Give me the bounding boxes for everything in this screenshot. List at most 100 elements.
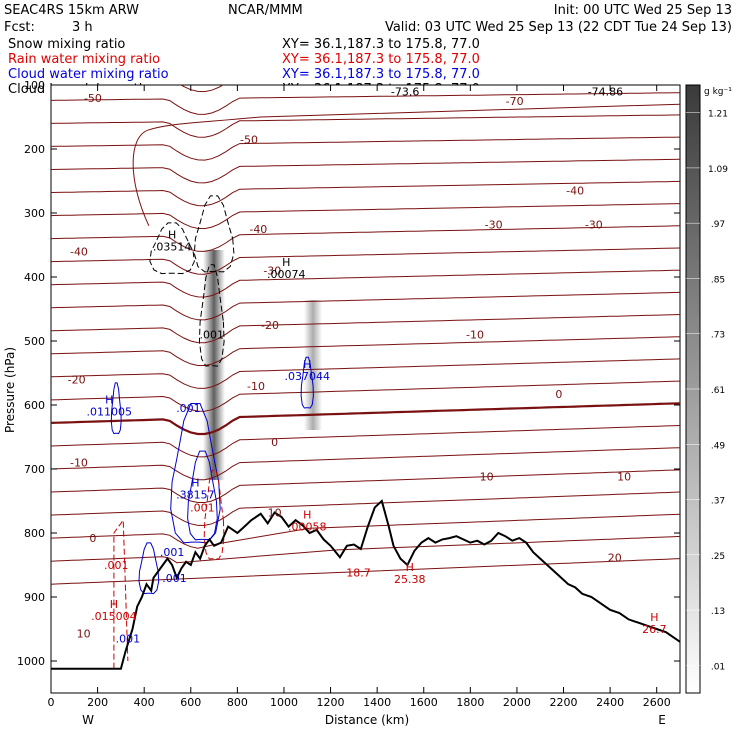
extremum-value: 26.7 <box>642 623 667 636</box>
extremum-marker: H <box>168 228 176 241</box>
isotherm-label: -10 <box>70 457 88 470</box>
colorbar-level-label: .01 <box>711 662 725 672</box>
rain-water-contour <box>113 518 129 669</box>
extremum-value: -73.6 <box>391 85 419 98</box>
isotherm-label: 10 <box>268 507 282 520</box>
isotherm-label: 0 <box>555 388 562 401</box>
colorbar-level-label: .61 <box>711 386 725 396</box>
x-tick-label: 200 <box>87 696 108 709</box>
contour-value-label: .001 <box>104 559 129 572</box>
extremum-value: .011005 <box>86 405 132 418</box>
extremum-marker: H <box>191 477 199 490</box>
ice-shading-main <box>203 250 225 480</box>
valid-time: Valid: 03 UTC Wed 25 Sep 13 (22 CDT Tue … <box>385 20 732 35</box>
x-tick-label: 1600 <box>410 696 438 709</box>
isotherm-contour <box>51 380 680 412</box>
isotherm-contour <box>51 469 680 503</box>
isotherm-contour <box>51 136 680 161</box>
fcst-label: Fcst: <box>4 20 35 35</box>
extremum-marker: H <box>303 358 311 371</box>
extremum-marker: H <box>303 509 311 522</box>
isotherm-contour <box>51 203 680 230</box>
isotherm-label: -70 <box>506 95 524 108</box>
colorbar-level-label: .37 <box>711 497 725 507</box>
contour-labels: -70 -50 -50 -40 -40 -40 -30 -30 -30 -20 -20 -10 -10 -… <box>68 85 667 645</box>
y-tick-label: 700 <box>24 463 45 476</box>
isotherm-contour <box>51 247 680 275</box>
isotherm-label: -40 <box>566 185 584 198</box>
isotherm-contour <box>51 158 680 184</box>
ice-shading-secondary <box>304 300 322 430</box>
isotherm-label: 10 <box>77 627 91 640</box>
isotherm-contour <box>51 513 680 549</box>
isotherm-contour <box>51 358 680 389</box>
west-label: W <box>82 713 94 727</box>
colorbar: .01 .13 .25 .37 .49 .61 .73 .85 .97 1.09 1.21 g kg… <box>685 84 732 694</box>
y-tick-label: 900 <box>24 591 45 604</box>
isotherm-label: -20 <box>68 373 86 386</box>
isotherm-label: 10 <box>480 471 494 484</box>
isotherm-contour <box>51 558 680 585</box>
isotherm-contour <box>51 114 680 138</box>
y-tick-label: 1000 <box>17 655 45 668</box>
isotherm-contour <box>132 103 680 227</box>
extremum-value: 25.38 <box>394 573 426 586</box>
extremum-marker: H <box>105 393 113 406</box>
field-xy-rain: XY= 36.1,187.3 to 175.8, 77.0 <box>282 52 480 67</box>
extremum-value: .037044 <box>285 370 331 383</box>
isotherm-contour <box>51 225 680 252</box>
colorbar-level-label: .25 <box>711 552 725 562</box>
isotherm-label: -40 <box>249 223 267 236</box>
isotherm-contour <box>51 447 680 481</box>
isotherm-contour <box>51 291 680 321</box>
field-xy-cloud-water: XY= 36.1,187.3 to 175.8, 77.0 <box>282 67 480 82</box>
isotherm-label: 10 <box>617 471 631 484</box>
y-tick-label: 800 <box>24 527 45 540</box>
isotherm-label: -30 <box>585 219 603 232</box>
x-tick-label: 2400 <box>596 696 624 709</box>
contour-value-label: .001 <box>162 572 187 585</box>
y-axis-label: Pressure (hPa) <box>3 347 17 433</box>
x-tick-label: 400 <box>134 696 155 709</box>
colorbar-level-label: .85 <box>711 275 725 285</box>
isotherm-contour <box>51 92 680 115</box>
extremum-marker: H <box>650 611 658 624</box>
extremum-marker: H <box>406 561 414 574</box>
ice-contour <box>149 222 195 275</box>
contour-value-label: .001 <box>190 501 215 514</box>
fcst-value: 3 h <box>72 20 93 35</box>
y-tick-label: 400 <box>24 271 45 284</box>
x-tick-label: 2200 <box>550 696 578 709</box>
contour-value-label: .001 <box>116 633 141 646</box>
field-xy-snow: XY= 36.1,187.3 to 175.8, 77.0 <box>282 37 480 52</box>
extremum-marker: H <box>282 256 290 269</box>
extremum-value: .03514 <box>153 240 192 253</box>
contour-value-label: .001 <box>176 402 201 415</box>
colorbar-level-label: .97 <box>711 220 725 230</box>
x-axis-label: Distance (km) <box>325 713 409 727</box>
isotherm-contour <box>51 535 680 564</box>
cloud-water-contour <box>300 356 314 409</box>
extremum-marker: H <box>110 598 118 611</box>
colorbar-labels: .01 .13 .25 .37 .49 .61 .73 .85 .97 1.09 1.21 <box>686 110 728 672</box>
isotherm-label: -30 <box>263 265 281 278</box>
extremum-value: -74.86 <box>588 85 623 98</box>
contour-value-label: .001 <box>160 546 185 559</box>
x-tick-label: 600 <box>180 696 201 709</box>
snow-contour <box>198 264 225 367</box>
colorbar-level-label: .73 <box>711 331 725 341</box>
cloud-water-contour <box>138 542 160 595</box>
colorbar-level-label: 1.09 <box>708 165 728 175</box>
contour-value-label: .001 <box>199 329 224 342</box>
x-tick-label: 0 <box>48 696 55 709</box>
isotherm-contour <box>51 425 680 458</box>
rain-water-contour <box>203 469 225 560</box>
x-tick-label: 2600 <box>643 696 671 709</box>
x-tick-label: 2000 <box>503 696 531 709</box>
mixing-ratio-contours <box>110 195 314 669</box>
isotherm-contour <box>51 336 680 366</box>
x-tick-label: 1400 <box>363 696 391 709</box>
y-tick-label: 300 <box>24 207 45 220</box>
